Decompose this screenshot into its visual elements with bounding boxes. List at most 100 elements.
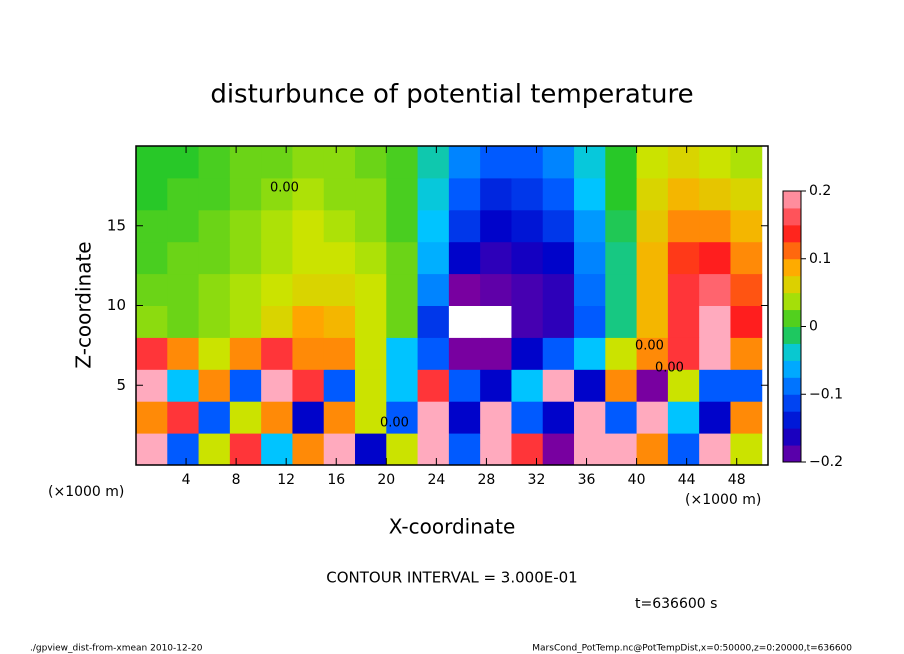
heat-cell	[730, 401, 763, 434]
heat-cell	[636, 305, 669, 338]
heat-cell	[198, 146, 231, 179]
colorbar-tick-label: −0.2	[809, 454, 843, 470]
colorbar-tick-label: −0.1	[809, 386, 843, 402]
heat-cell	[699, 369, 731, 402]
heat-cell	[323, 401, 356, 434]
heat-cell	[292, 305, 325, 338]
y-tick-label: 10	[107, 296, 126, 314]
heat-cell	[261, 401, 293, 434]
heat-cell	[167, 401, 200, 434]
colorbar-tick-label: 0.2	[809, 183, 831, 199]
heat-cell	[480, 433, 512, 466]
heat-cell	[511, 337, 544, 370]
heat-cell	[667, 337, 700, 370]
x-tick-label: 28	[478, 472, 496, 488]
heat-cell	[292, 146, 325, 179]
heat-cell	[355, 401, 387, 434]
heat-cell	[448, 305, 481, 338]
heat-cell	[636, 369, 669, 402]
heat-cell	[636, 433, 669, 466]
heat-cell	[198, 273, 231, 306]
heat-cell	[605, 337, 638, 370]
heat-cell	[292, 369, 325, 402]
heat-cell	[480, 177, 512, 211]
heat-cell	[574, 401, 606, 434]
x-tick-label: 12	[277, 472, 295, 488]
x-axis-label: X-coordinate	[389, 515, 516, 539]
colorbar-swatch	[783, 411, 801, 429]
heat-cell	[417, 177, 450, 211]
heat-cell	[448, 209, 481, 243]
heat-cell	[136, 273, 168, 306]
heat-cell	[167, 369, 200, 402]
heat-cell	[261, 273, 293, 306]
heat-cell	[480, 305, 512, 338]
heat-cell	[667, 273, 700, 306]
heat-cell	[261, 241, 293, 275]
heat-cell	[699, 433, 731, 466]
heat-cell	[605, 401, 638, 434]
heat-cell	[386, 433, 419, 466]
heat-cell	[323, 369, 356, 402]
heat-cell	[136, 305, 168, 338]
heat-cell	[667, 401, 700, 434]
heat-cell	[355, 337, 387, 370]
heat-cell	[229, 146, 262, 179]
heat-cell	[730, 369, 763, 402]
heat-cell	[574, 273, 606, 306]
heat-cell	[292, 401, 325, 434]
heat-cell	[667, 146, 700, 179]
heat-cell	[636, 273, 669, 306]
heat-cell	[699, 177, 731, 211]
heat-cell	[198, 177, 231, 211]
heat-cell	[542, 337, 575, 370]
chart-title: disturbunce of potential temperature	[210, 80, 693, 110]
heat-cell	[542, 177, 575, 211]
heat-cell	[386, 337, 419, 370]
heat-cell	[542, 369, 575, 402]
heat-cell	[136, 177, 168, 211]
heat-cell	[636, 209, 669, 243]
heat-cell	[323, 433, 356, 466]
heat-cell	[542, 433, 575, 466]
heat-cell	[198, 433, 231, 466]
contour-label: 0.00	[270, 181, 299, 196]
heat-cell	[574, 369, 606, 402]
heat-cell	[198, 369, 231, 402]
heat-cell	[730, 209, 763, 243]
heat-cell	[261, 305, 293, 338]
heat-cell	[136, 433, 168, 466]
heat-cell	[542, 241, 575, 275]
heat-cell	[198, 209, 231, 243]
heat-cell	[448, 369, 481, 402]
contour-label: 0.00	[655, 361, 684, 376]
heat-cell	[261, 369, 293, 402]
x-unit: (×1000 m)	[685, 492, 761, 508]
heat-cell	[323, 177, 356, 211]
heat-cell	[636, 401, 669, 434]
heat-cell	[448, 433, 481, 466]
contour-label: 0.00	[380, 416, 409, 431]
overlay: 4 8 12 16 20 24 28 32 36 40 44 48510150.000.000.000…	[107, 145, 769, 488]
heat-cell	[699, 305, 731, 338]
heat-cell	[699, 273, 731, 306]
heat-cell	[386, 146, 419, 179]
heat-cell	[667, 369, 700, 402]
heat-cell	[167, 305, 200, 338]
heat-cell	[636, 241, 669, 275]
heat-cell	[229, 209, 262, 243]
x-tick-label: 20	[377, 472, 395, 488]
heat-cell	[448, 273, 481, 306]
heat-cell	[511, 146, 544, 179]
heat-cell	[355, 369, 387, 402]
colorbar-swatch	[783, 326, 801, 344]
heat-cell	[229, 177, 262, 211]
heat-cell	[511, 177, 544, 211]
heat-cell	[636, 146, 669, 179]
heat-cell	[542, 209, 575, 243]
heat-cell	[511, 401, 544, 434]
heat-cell	[480, 401, 512, 434]
heat-cell	[417, 305, 450, 338]
heat-cell	[417, 337, 450, 370]
colorbar-swatch	[783, 207, 801, 226]
